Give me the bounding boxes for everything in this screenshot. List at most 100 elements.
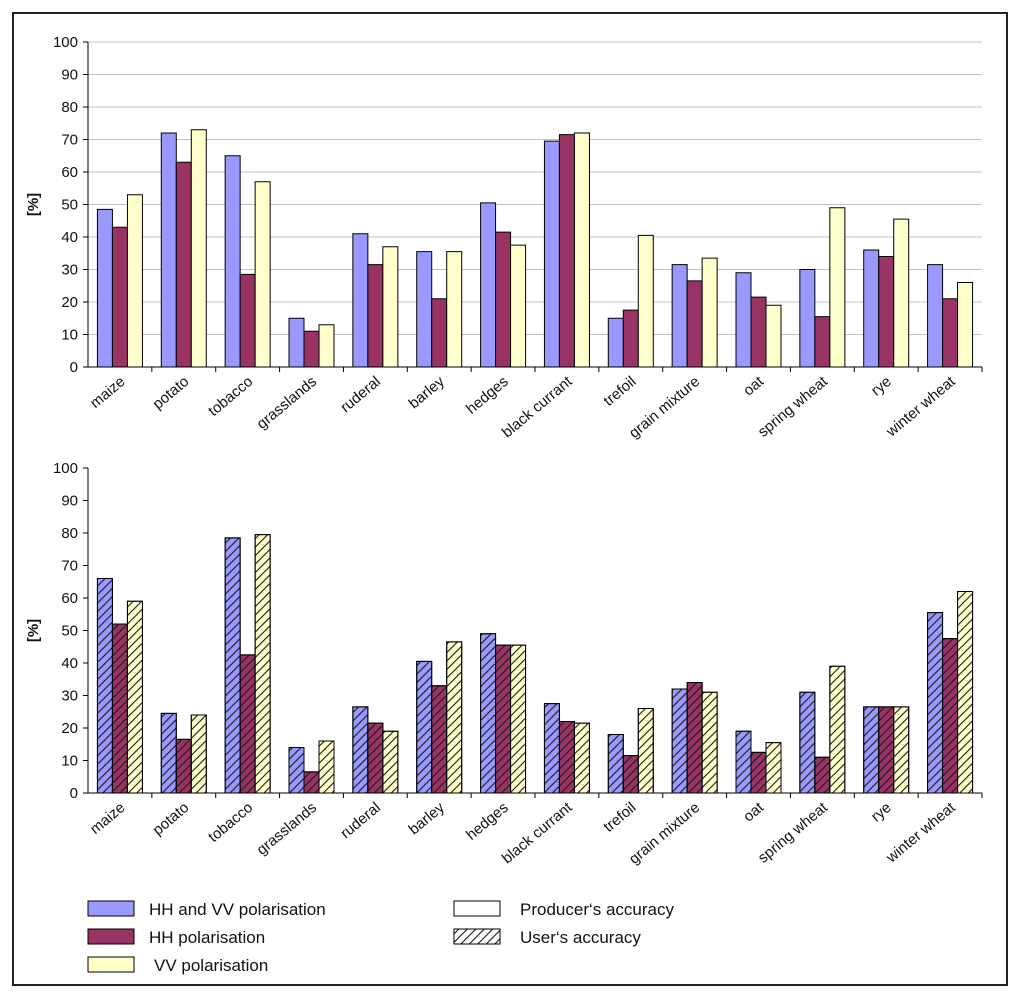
y-tick-label: 30 — [61, 262, 78, 279]
y-tick-label: 80 — [61, 99, 78, 116]
bar-hatch — [701, 691, 718, 794]
bar-hatch — [416, 660, 433, 794]
x-category-label: oat — [740, 373, 768, 400]
bar — [829, 207, 846, 368]
bar-hatch — [431, 685, 448, 794]
bar-hatch — [224, 537, 241, 794]
x-category-label: spring wheat — [755, 799, 832, 867]
x-category-label: maize — [87, 799, 129, 838]
x-category-label: oat — [740, 799, 768, 826]
bar — [446, 251, 463, 368]
bar — [686, 280, 703, 368]
bar-hatch — [750, 751, 767, 794]
x-category-label: trefoil — [600, 373, 639, 410]
bar-hatch — [367, 722, 384, 794]
y-axis-label: [%] — [25, 193, 42, 216]
bar — [735, 272, 752, 368]
x-category-label: black currant — [499, 373, 576, 442]
bar — [160, 132, 177, 368]
bar-hatch — [303, 771, 320, 794]
legend-swatch-hatch — [453, 928, 501, 945]
y-tick-label: 30 — [61, 688, 78, 705]
bar — [701, 257, 718, 368]
bar — [573, 132, 590, 368]
x-category-label: grain mixture — [626, 373, 703, 442]
bar — [318, 324, 335, 368]
chart-bottom: 0 10 20 30 40 50 60 70 80 90 100 [%] maize potato toba… — [25, 460, 983, 868]
bar — [480, 202, 497, 368]
x-category-label: hedges — [463, 799, 512, 844]
bar-hatch — [573, 722, 590, 794]
y-tick-label: 90 — [61, 67, 78, 84]
bar — [543, 140, 560, 368]
chart-top: 0 10 20 30 40 50 60 70 80 90 100 [%] maize potato toba… — [25, 34, 983, 442]
bar-hatch — [480, 633, 497, 794]
bar — [111, 226, 128, 368]
legend-label: HH and VV polarisation — [149, 900, 326, 919]
x-category-label: grasslands — [254, 799, 321, 859]
bar-hatch — [495, 644, 512, 794]
y-tick-label: 40 — [61, 229, 78, 246]
x-category-label: potato — [149, 799, 192, 839]
bar-hatch — [637, 708, 654, 794]
y-tick-label: 40 — [61, 655, 78, 672]
bar-hatch — [510, 644, 527, 794]
legend-swatch — [87, 928, 135, 945]
bar-hatch — [239, 654, 256, 794]
bar-hatch — [543, 703, 560, 794]
y-axis-label: [%] — [25, 619, 42, 642]
x-category-label: barley — [406, 799, 449, 839]
y-tick-label: 60 — [61, 590, 78, 607]
y-tick-label: 20 — [61, 720, 78, 737]
legend-label: Producer‘s accuracy — [520, 900, 675, 919]
y-tick-label: 0 — [70, 785, 78, 802]
bar-hatch — [446, 641, 463, 794]
bar-hatch — [111, 623, 128, 794]
bar-hatch — [829, 665, 846, 794]
bar — [863, 249, 880, 368]
x-category-label: maize — [87, 373, 129, 412]
bar — [510, 244, 527, 368]
bar-hatch — [382, 730, 399, 794]
bar-hatch — [957, 591, 974, 794]
bar-hatch — [126, 600, 143, 794]
y-tick-label: 80 — [61, 525, 78, 542]
y-tick-label: 60 — [61, 164, 78, 181]
bar-hatch — [96, 578, 113, 794]
legend-swatch — [87, 900, 135, 917]
figure-frame: 0 10 20 30 40 50 60 70 80 90 100 [%] maize potato toba… — [12, 12, 1008, 986]
bar-hatch — [735, 730, 752, 794]
x-category-label: grasslands — [254, 373, 321, 433]
x-category-label: black currant — [499, 799, 576, 868]
legend: HH and VV polarisation HH polarisation VV … — [87, 900, 675, 975]
x-category-label: spring wheat — [755, 373, 832, 441]
bar-hatch — [160, 712, 177, 794]
bar-hatch — [686, 682, 703, 794]
y-tick-label: 70 — [61, 132, 78, 149]
bar-hatch — [942, 638, 959, 794]
bar — [126, 194, 143, 368]
x-category-label: winter wheat — [882, 373, 959, 441]
y-tick-label: 10 — [61, 753, 78, 770]
legend-label: VV polarisation — [154, 956, 268, 975]
bar-hatch — [175, 738, 192, 794]
bar-hatch — [765, 742, 782, 794]
bar-hatch — [893, 706, 910, 794]
bar — [190, 129, 207, 368]
bar — [224, 155, 241, 368]
x-category-label: rye — [868, 799, 895, 825]
x-category-label: ruderal — [337, 373, 384, 416]
bar — [254, 181, 271, 368]
bar — [367, 264, 384, 368]
bar — [957, 282, 974, 368]
bar — [239, 273, 256, 368]
bar-hatch — [254, 534, 271, 794]
y-tick-label: 10 — [61, 327, 78, 344]
bar-hatch — [814, 756, 831, 794]
bar-hatch — [318, 740, 335, 794]
y-tick-label: 70 — [61, 558, 78, 575]
bar-hatch — [352, 706, 369, 794]
x-category-label: barley — [406, 373, 449, 413]
bar — [352, 233, 369, 368]
